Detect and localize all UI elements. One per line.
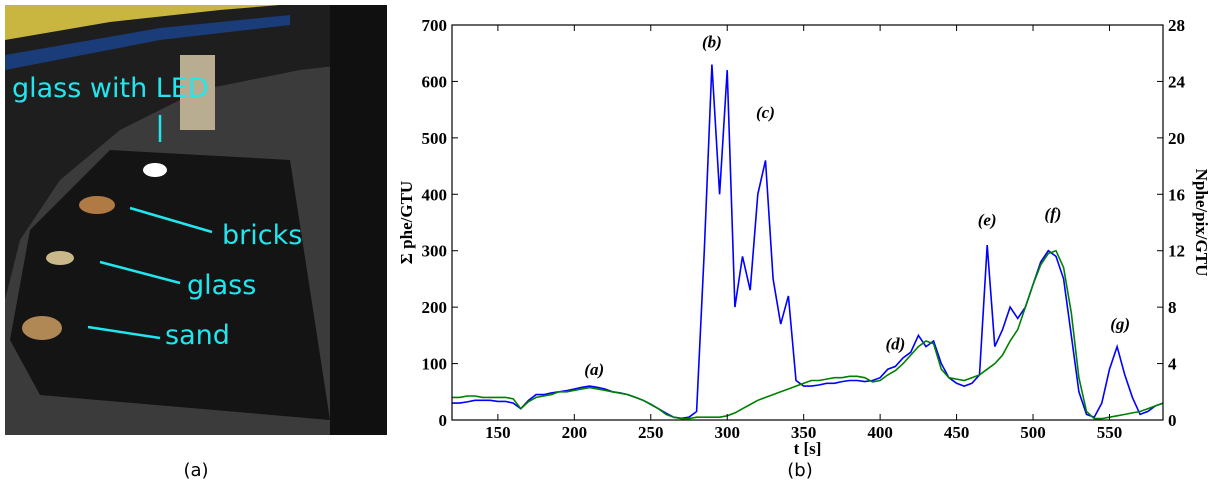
y2-axis-label: Nphe/pix/GTU xyxy=(1192,169,1211,277)
y-tick-label: 100 xyxy=(422,355,448,374)
x-tick-label: 400 xyxy=(867,423,893,442)
annotation: (d) xyxy=(886,334,906,353)
photo-pointers xyxy=(87,115,213,340)
y2-tick-label: 28 xyxy=(1168,16,1185,35)
pointer xyxy=(129,206,213,234)
annotation: (g) xyxy=(1110,315,1130,334)
photo: glass with LED bricks glass sand xyxy=(5,5,387,435)
annotation: (f) xyxy=(1044,205,1061,224)
series-line xyxy=(452,249,1163,420)
photo-wall xyxy=(5,5,387,300)
x-tick-label: 450 xyxy=(944,423,970,442)
caption: (a) xyxy=(183,460,208,481)
x-tick-label: 300 xyxy=(714,423,740,442)
photo-bricks xyxy=(79,196,115,214)
series-line xyxy=(452,64,1163,420)
y-tick-label: 700 xyxy=(422,16,448,35)
y-tick-label: 0 xyxy=(439,411,448,430)
y2-tick-label: 24 xyxy=(1168,72,1186,91)
photo-sheet xyxy=(10,150,330,420)
photo-sand xyxy=(22,316,62,340)
photo-label: glass with LED xyxy=(12,73,209,104)
x-tick-label: 250 xyxy=(638,423,664,442)
y-axis-label: Σ phe/GTU xyxy=(397,181,416,264)
y-tick-label: 500 xyxy=(422,129,448,148)
photo-stripe xyxy=(5,5,280,40)
annotation: (a) xyxy=(584,360,604,379)
photo-label: bricks xyxy=(222,220,302,251)
photo-label: sand xyxy=(165,320,230,351)
x-tick-label: 150 xyxy=(485,423,511,442)
photo-panel xyxy=(180,55,215,130)
caption: (b) xyxy=(787,460,812,481)
x-tick-label: 500 xyxy=(1020,423,1046,442)
photo-led xyxy=(143,163,167,177)
pointer xyxy=(99,260,181,285)
photo-stripe xyxy=(5,15,290,70)
y2-tick-label: 8 xyxy=(1168,298,1177,317)
y2-tick-label: 16 xyxy=(1168,185,1185,204)
photo-curtain xyxy=(330,5,387,435)
y2-tick-label: 20 xyxy=(1168,129,1185,148)
x-tick-label: 350 xyxy=(791,423,817,442)
chart: 150 200 250 300 350 400 450 500 5500100200300400… xyxy=(397,16,1211,458)
y2-tick-label: 4 xyxy=(1168,355,1177,374)
photo-glass xyxy=(46,251,74,265)
x-axis-label: t [s] xyxy=(794,439,822,458)
y2-tick-label: 12 xyxy=(1168,242,1185,261)
annotation: (c) xyxy=(756,103,775,122)
y-tick-label: 200 xyxy=(422,298,448,317)
plot-frame xyxy=(451,24,1164,421)
x-tick-label: 550 xyxy=(1097,423,1123,442)
annotation: (e) xyxy=(978,210,997,229)
x-tick-label: 200 xyxy=(562,423,588,442)
y-tick-label: 600 xyxy=(422,72,448,91)
y-tick-label: 300 xyxy=(422,242,448,261)
y-tick-label: 400 xyxy=(422,185,448,204)
pointer xyxy=(87,325,161,340)
y2-tick-label: 0 xyxy=(1168,411,1177,430)
annotation: (b) xyxy=(702,33,722,52)
photo-label: glass xyxy=(187,270,256,301)
